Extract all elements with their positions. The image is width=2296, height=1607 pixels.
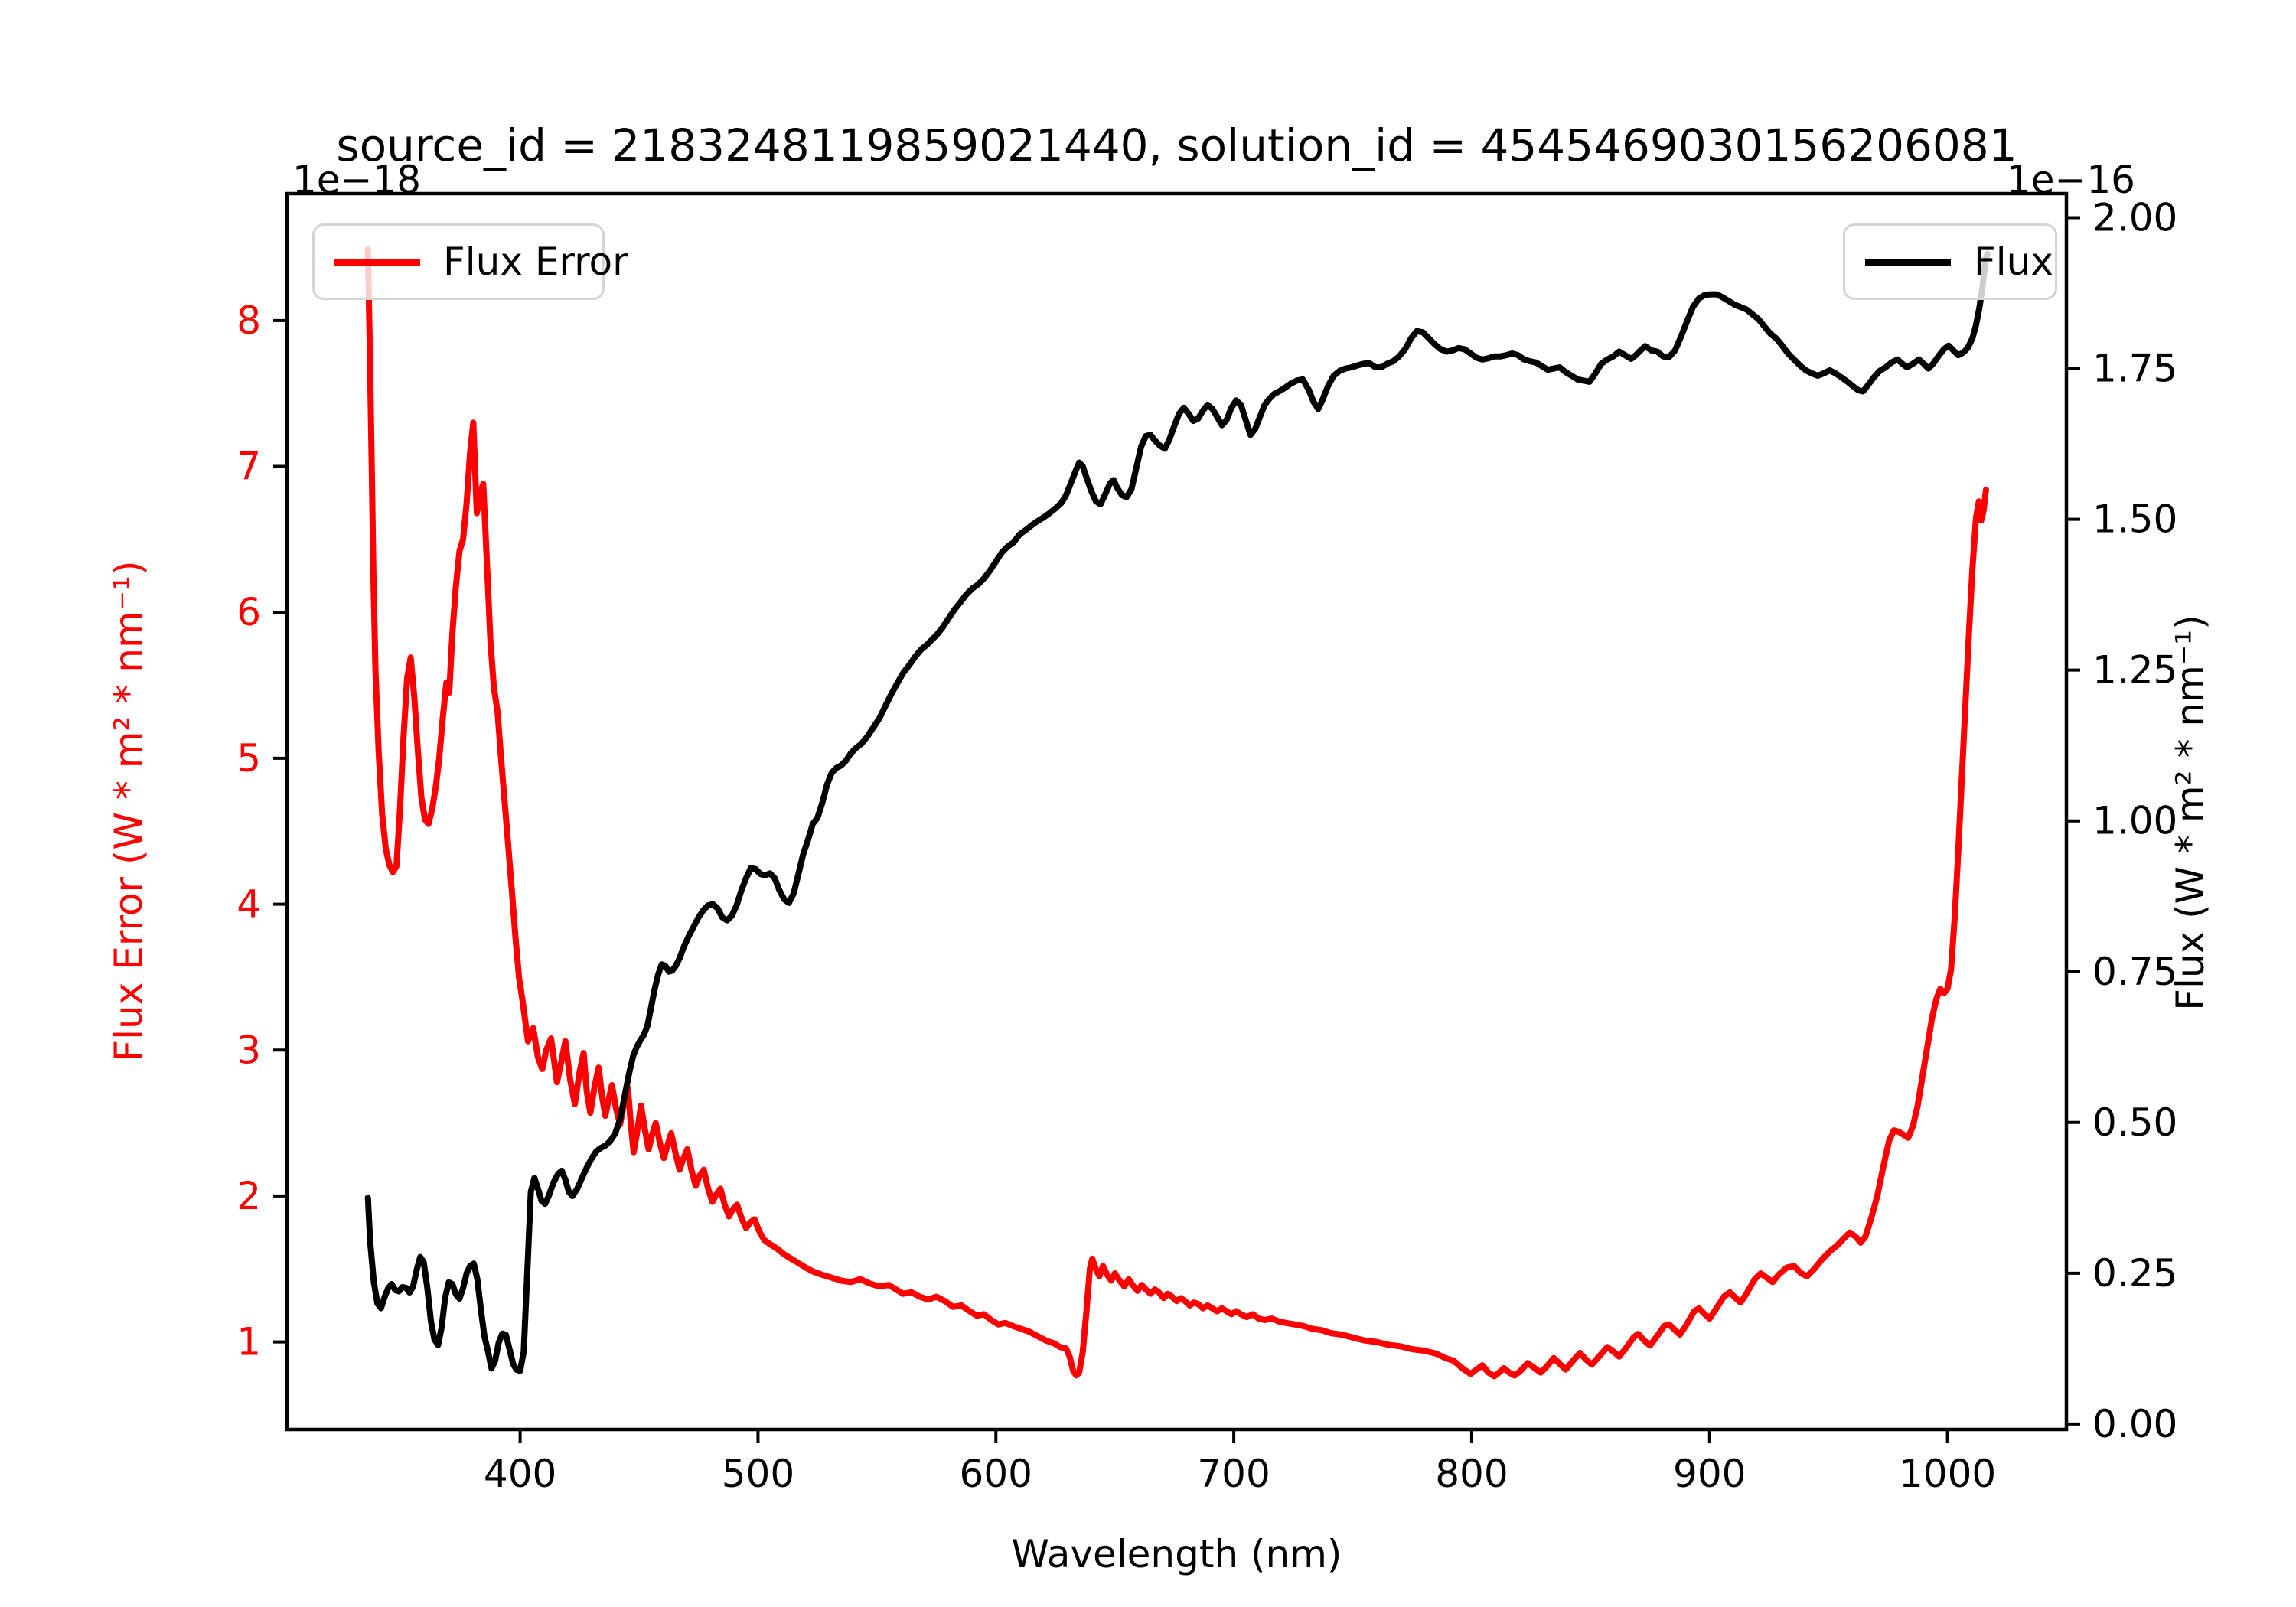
flux-error-legend-line-sample xyxy=(334,258,420,266)
right-axis-offset-text: 1e−16 xyxy=(2006,158,2135,202)
right-y-tick-label: 0.00 xyxy=(2092,1402,2177,1446)
x-tick-label: 900 xyxy=(1673,1452,1746,1496)
x-tick-label: 700 xyxy=(1197,1452,1270,1496)
right-y-axis-label: Flux (W * m² * nm⁻¹) xyxy=(2168,614,2213,1011)
right-y-tick-label: 2.00 xyxy=(2092,196,2177,240)
right-y-tick-label: 0.50 xyxy=(2092,1100,2177,1145)
flux-legend-line-sample xyxy=(1865,258,1951,266)
left-y-tick-label: 2 xyxy=(236,1174,261,1218)
left-y-tick-label: 3 xyxy=(236,1028,261,1072)
chart-title: source_id = 2183248119859021440, solutio… xyxy=(336,119,2017,171)
right-y-tick-label: 0.25 xyxy=(2092,1251,2177,1296)
left-axis-offset-text: 1e−18 xyxy=(292,158,422,202)
right-y-tick-label: 1.75 xyxy=(2092,347,2177,391)
legend-flux-error: Flux Error xyxy=(312,223,628,300)
left-y-tick-label: 1 xyxy=(236,1320,261,1364)
flux-error-line xyxy=(364,246,1989,1380)
left-y-tick-label: 8 xyxy=(236,298,261,343)
right-y-tick-label: 1.50 xyxy=(2092,497,2177,542)
axes-spines xyxy=(285,191,2069,1432)
x-tick-label: 500 xyxy=(722,1452,794,1496)
x-tick-label: 600 xyxy=(960,1452,1032,1496)
legend-flux: Flux xyxy=(1843,223,2057,300)
x-tick-label: 400 xyxy=(484,1452,556,1496)
left-y-tick-label: 5 xyxy=(236,736,261,781)
flux-line xyxy=(364,250,1991,1374)
x-axis-label: Wavelength (nm) xyxy=(1011,1532,1342,1576)
flux-legend-label: Flux xyxy=(1974,240,2053,284)
left-y-tick-label: 7 xyxy=(236,445,261,489)
right-y-tick-label: 0.75 xyxy=(2092,950,2177,994)
right-y-tick-label: 1.25 xyxy=(2092,648,2177,693)
left-y-tick-label: 4 xyxy=(236,882,261,927)
left-y-tick-label: 6 xyxy=(236,590,261,634)
x-tick-label: 800 xyxy=(1435,1452,1508,1496)
flux-error-legend-label: Flux Error xyxy=(443,240,628,284)
left-y-axis-label: Flux Error (W * m² * nm⁻¹) xyxy=(106,560,151,1062)
x-tick-label: 1000 xyxy=(1899,1452,1996,1496)
right-y-tick-label: 1.00 xyxy=(2092,799,2177,843)
